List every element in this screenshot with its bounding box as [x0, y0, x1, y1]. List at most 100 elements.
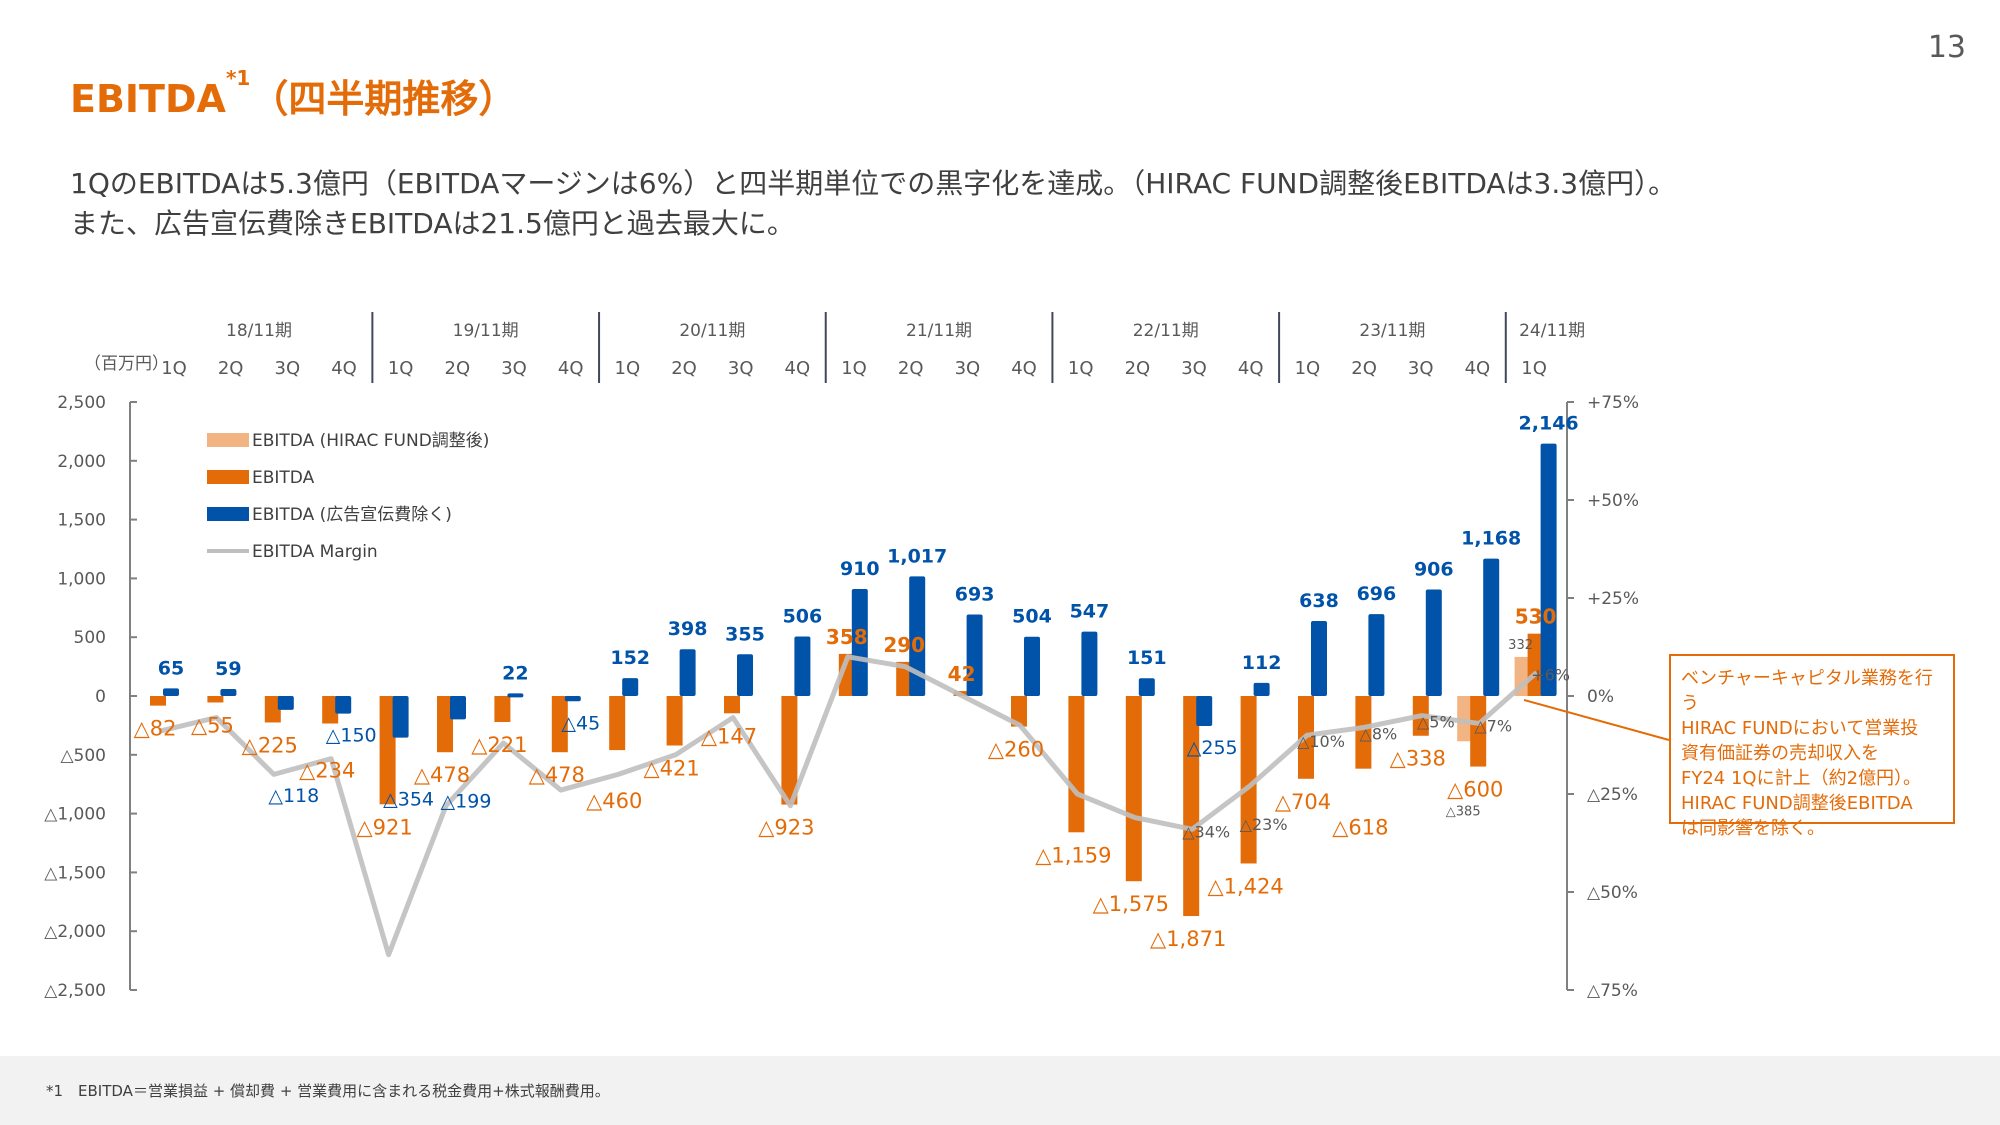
- left-tick-label: 2,500: [57, 393, 106, 413]
- label-ebitda: △260: [988, 738, 1044, 762]
- bar-ebitda: [666, 696, 683, 746]
- quarter-label: 2Q: [898, 358, 924, 379]
- label-ebitda-ex-ad: 22: [502, 662, 528, 684]
- left-tick-label: △1,500: [44, 863, 106, 883]
- right-tick-label: +25%: [1587, 589, 1639, 609]
- quarter-label: 1Q: [615, 358, 641, 379]
- bar-ebitda-ex-ad: [737, 654, 753, 696]
- bar-ebitda-ex-ad: [1425, 589, 1442, 696]
- label-ebitda-ex-ad: 696: [1357, 583, 1397, 605]
- bar-ebitda: [1527, 633, 1544, 696]
- label-ebitda-adjusted: 332: [1508, 638, 1533, 653]
- bar-ebitda: [322, 696, 339, 724]
- right-tick-label: +50%: [1587, 491, 1639, 511]
- note-line: FY24 1Qに計上（約2億円）。: [1681, 768, 1922, 789]
- bar-ebitda-ex-ad: [564, 696, 581, 702]
- page-number: 13: [1927, 30, 1966, 65]
- quarter-label: 2Q: [1351, 358, 1377, 379]
- label-ebitda: △1,871: [1150, 927, 1226, 951]
- right-tick-label: +75%: [1587, 393, 1639, 413]
- left-tick-label: △2,000: [44, 922, 106, 942]
- label-ebitda-ex-ad: 906: [1414, 558, 1454, 580]
- bar-ebitda-ex-ad: [1368, 614, 1385, 696]
- label-ebitda: △923: [758, 816, 814, 840]
- subtitle-line-1: 1QのEBITDAは5.3億円（EBITDAマージンは6%）と四半期単位での黒字…: [70, 167, 1677, 200]
- bar-ebitda: [609, 696, 626, 751]
- label-ebitda-ex-ad: 59: [215, 658, 241, 680]
- bar-ebitda-ex-ad: [163, 688, 179, 696]
- bar-ebitda: [437, 696, 453, 753]
- annotation-leader-line: [1523, 699, 1670, 741]
- quarter-label: 4Q: [1238, 358, 1264, 379]
- note-line: HIRAC FUNDにおいて営業投: [1681, 718, 1919, 739]
- quarter-label: 3Q: [1408, 358, 1434, 379]
- bar-ebitda-adjusted: [1457, 696, 1472, 742]
- bar-ebitda: [1011, 696, 1027, 727]
- label-ebitda-ex-ad: 506: [783, 605, 823, 627]
- title-suffix: （四半期推移）: [250, 77, 517, 121]
- title-footnote-mark: *1: [225, 66, 251, 90]
- note-line: HIRAC FUND調整後EBITDA: [1681, 793, 1913, 814]
- legend-swatch: [207, 507, 249, 521]
- bar-ebitda-ex-ad: [1253, 682, 1270, 696]
- subtitle-line-2: また、広告宣伝費除きEBITDAは21.5億円と過去最大に。: [70, 207, 795, 240]
- label-ebitda-ex-ad: △118: [268, 785, 319, 807]
- label-ebitda-ex-ad: 1,168: [1461, 528, 1521, 550]
- label-ebitda-ex-ad: △199: [441, 790, 492, 812]
- quarter-label: 2Q: [1125, 358, 1151, 379]
- left-tick-label: △500: [60, 746, 106, 766]
- quarter-label: 3Q: [728, 358, 754, 379]
- quarter-label: 1Q: [1295, 358, 1321, 379]
- right-tick-label: △50%: [1587, 883, 1638, 903]
- label-ebitda: △1,159: [1035, 843, 1111, 867]
- label-ebitda-ex-ad: △354: [383, 789, 434, 811]
- quarter-label: 3Q: [955, 358, 981, 379]
- left-tick-label: 0: [95, 687, 106, 707]
- bar-ebitda-ex-ad: [966, 614, 983, 696]
- label-ebitda-ex-ad: 2,146: [1519, 413, 1579, 435]
- left-tick-label: 1,500: [57, 511, 106, 531]
- label-ebitda-ex-ad: 1,017: [887, 545, 947, 567]
- margin-label: △23%: [1240, 815, 1288, 834]
- quarter-label: 1Q: [841, 358, 867, 379]
- quarter-label: 1Q: [1068, 358, 1094, 379]
- bar-ebitda: [494, 696, 511, 722]
- bar-ebitda-ex-ad: [1081, 631, 1098, 696]
- bar-ebitda-ex-ad: [622, 678, 639, 696]
- label-ebitda: 290: [883, 633, 925, 657]
- left-tick-label: △1,000: [44, 805, 106, 825]
- label-ebitda-ex-ad: 693: [955, 584, 995, 606]
- label-ebitda: △478: [529, 763, 585, 787]
- label-ebitda-ex-ad: 638: [1299, 590, 1339, 612]
- bar-ebitda-ex-ad: [220, 689, 237, 696]
- quarter-label: 4Q: [1465, 358, 1491, 379]
- quarter-label: 4Q: [331, 358, 357, 379]
- period-label: 21/11期: [906, 321, 972, 341]
- note-line: 資有価証券の売却収入を: [1681, 743, 1879, 764]
- label-ebitda-ex-ad: 547: [1070, 601, 1110, 623]
- label-ebitda: 530: [1515, 605, 1557, 629]
- right-tick-label: △25%: [1587, 785, 1638, 805]
- period-label: 19/11期: [453, 321, 519, 341]
- margin-label: △5%: [1417, 713, 1455, 732]
- bar-ebitda-ex-ad: [507, 693, 524, 698]
- label-ebitda: △921: [356, 815, 412, 839]
- legend-label: EBITDA Margin: [252, 542, 378, 562]
- label-ebitda-ex-ad: 152: [610, 647, 650, 669]
- bar-ebitda: [379, 696, 396, 805]
- footer: *1 EBITDA＝営業損益 + 償却費 + 営業費用に含まれる税金費用+株式報…: [0, 1056, 2000, 1125]
- margin-label: △8%: [1360, 724, 1398, 743]
- annotation-box: ベンチャーキャピタル業務を行う HIRAC FUNDにおいて営業投 資有価証券の…: [1669, 654, 1955, 839]
- bar-ebitda: [1240, 696, 1257, 864]
- period-label: 18/11期: [226, 321, 292, 341]
- bar-ebitda: [551, 696, 568, 753]
- period-label: 20/11期: [679, 321, 745, 341]
- bar-ebitda-ex-ad: [450, 696, 466, 720]
- bar-ebitda-ex-ad: [392, 696, 409, 738]
- label-ebitda: 358: [826, 625, 868, 649]
- label-ebitda: △82: [134, 717, 177, 741]
- label-ebitda: △234: [299, 759, 355, 783]
- label-ebitda: △1,575: [1093, 892, 1169, 916]
- left-tick-label: 2,000: [57, 452, 106, 472]
